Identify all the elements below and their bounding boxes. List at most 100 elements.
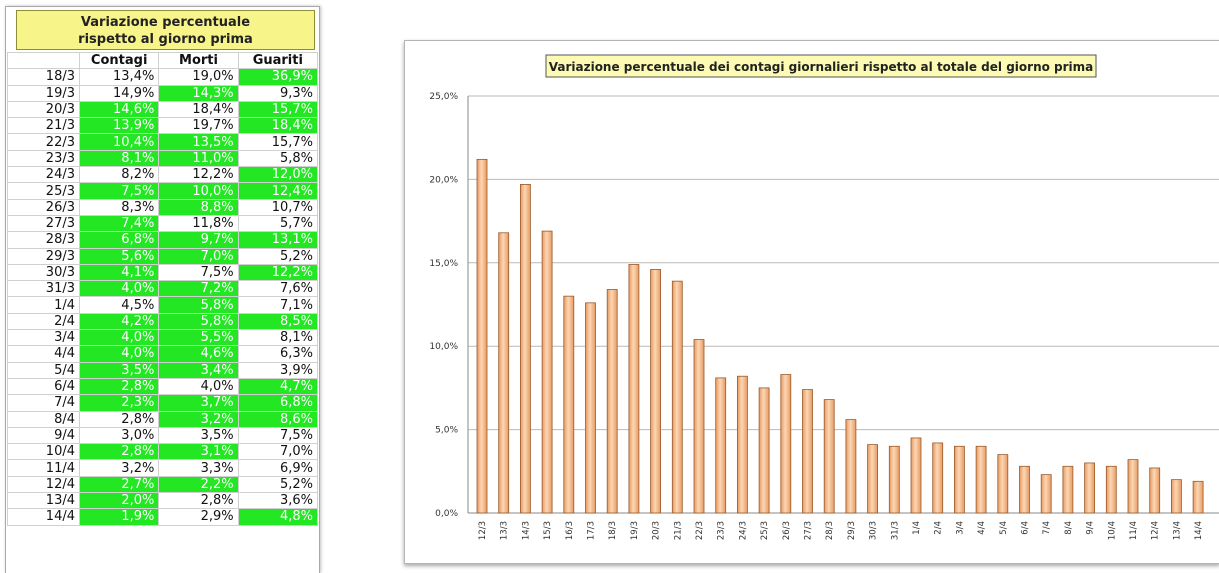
bar	[910, 437, 922, 514]
bar	[867, 444, 879, 514]
table-row: 18/3 13,4% 19,0% 36,9%	[7, 68, 319, 86]
row-date: 25/3	[7, 182, 80, 200]
row-date: 10/4	[7, 443, 80, 461]
cell-guariti: 13,1%	[237, 231, 319, 249]
cell-contagi: 2,8%	[78, 377, 160, 396]
cell-guariti: 8,1%	[237, 329, 319, 347]
x-tick-label: 14/3	[521, 521, 531, 540]
bar	[1192, 480, 1204, 514]
cell-morti: 7,0%	[158, 247, 239, 265]
cell-guariti: 5,7%	[237, 214, 319, 233]
cell-morti: 11,0%	[158, 149, 239, 168]
table-row: 24/3 8,2% 12,2% 12,0%	[7, 166, 319, 184]
cell-morti: 5,5%	[158, 329, 239, 347]
x-tick-label: 13/4	[1172, 521, 1182, 540]
x-tick-label: 23/3	[717, 521, 727, 540]
cell-guariti: 3,9%	[237, 361, 319, 379]
header-date	[7, 51, 80, 70]
row-date: 31/3	[7, 280, 80, 298]
chart-title-box	[545, 54, 1097, 78]
x-tick-label: 24/3	[738, 521, 748, 540]
table-title: Variazione percentuale rispetto al giorn…	[16, 10, 315, 50]
bar	[758, 387, 770, 514]
cell-contagi: 14,9%	[78, 84, 160, 102]
bar	[1062, 465, 1074, 514]
cell-morti: 2,8%	[158, 492, 239, 510]
y-tick-label: 25,0%	[429, 92, 458, 102]
table-row: 26/3 8,3% 8,8% 10,7%	[7, 198, 319, 216]
row-date: 4/4	[7, 345, 80, 363]
cell-guariti: 6,9%	[237, 459, 319, 477]
cell-morti: 3,1%	[158, 443, 239, 461]
row-date: 3/4	[7, 329, 80, 347]
table-row: 13/4 2,0% 2,8% 3,6%	[7, 492, 319, 510]
table-row: 27/3 7,4% 11,8% 5,7%	[7, 214, 319, 233]
row-date: 6/4	[7, 377, 80, 396]
cell-guariti: 6,8%	[237, 394, 319, 412]
x-tick-label: 4/4	[977, 521, 987, 535]
x-tick-label: 13/3	[500, 521, 510, 540]
table-row: 10/4 2,8% 3,1% 7,0%	[7, 443, 319, 461]
row-date: 28/3	[7, 231, 80, 249]
cell-morti: 9,7%	[158, 231, 239, 249]
cell-guariti: 12,2%	[237, 263, 319, 282]
table-row: 28/3 6,8% 9,7% 13,1%	[7, 231, 319, 249]
bar	[1084, 462, 1095, 514]
table-row: 5/4 3,5% 3,4% 3,9%	[7, 361, 319, 379]
cell-guariti: 18,4%	[237, 117, 319, 135]
x-tick-label: 27/3	[804, 521, 814, 540]
table-row: 20/3 14,6% 18,4% 15,7%	[7, 100, 319, 119]
y-tick-label: 20,0%	[429, 175, 458, 185]
cell-contagi: 2,7%	[78, 475, 160, 494]
bar	[585, 302, 596, 514]
cell-contagi: 4,2%	[78, 312, 160, 331]
cell-contagi: 4,0%	[78, 280, 160, 298]
row-date: 24/3	[7, 166, 80, 184]
x-tick-label: 5/4	[999, 521, 1009, 535]
cell-contagi: 2,3%	[78, 394, 160, 412]
bar	[628, 264, 640, 514]
cell-contagi: 6,8%	[78, 231, 160, 249]
row-date: 26/3	[7, 198, 80, 216]
bar	[954, 445, 965, 514]
x-tick-label: 6/4	[1021, 521, 1031, 535]
row-date: 30/3	[7, 263, 80, 282]
cell-morti: 3,3%	[158, 459, 239, 477]
cell-guariti: 12,4%	[237, 182, 319, 200]
cell-contagi: 8,3%	[78, 198, 160, 216]
y-tick-label: 5,0%	[435, 426, 458, 436]
table-row: 3/4 4,0% 5,5% 8,1%	[7, 329, 319, 347]
table-row: 31/3 4,0% 7,2% 7,6%	[7, 280, 319, 298]
cell-contagi: 10,4%	[78, 133, 160, 151]
cell-guariti: 7,1%	[237, 296, 319, 314]
table-row: 4/4 4,0% 4,6% 6,3%	[7, 345, 319, 363]
x-tick-label: 29/3	[847, 521, 857, 540]
chart-title: Variazione percentuale dei contagi giorn…	[549, 60, 1094, 74]
percent-change-table: Contagi Morti Guariti 18/3 13,4% 19,0% 36,9…	[7, 51, 319, 526]
cell-guariti: 3,6%	[237, 492, 319, 510]
cell-contagi: 3,2%	[78, 459, 160, 477]
table-title-line-1: Variazione percentuale	[80, 15, 251, 30]
cell-guariti: 36,9%	[237, 68, 319, 86]
cell-guariti: 7,6%	[237, 280, 319, 298]
table-row: 6/4 2,8% 4,0% 4,7%	[7, 377, 319, 396]
cell-contagi: 5,6%	[78, 247, 160, 265]
bar	[802, 389, 813, 514]
x-tick-label: 9/4	[1086, 521, 1096, 535]
row-date: 9/4	[7, 426, 80, 445]
cell-morti: 3,4%	[158, 361, 239, 379]
table-row: 11/4 3,2% 3,3% 6,9%	[7, 459, 319, 477]
bar	[845, 419, 857, 514]
cell-contagi: 2,0%	[78, 492, 160, 510]
spreadsheet-panel: Variazione percentuale rispetto al giorn…	[5, 6, 320, 573]
table-row: 14/4 1,9% 2,9% 4,8%	[7, 508, 319, 526]
cell-contagi: 4,1%	[78, 263, 160, 282]
cell-morti: 3,2%	[158, 410, 239, 428]
cell-contagi: 2,8%	[78, 443, 160, 461]
row-date: 20/3	[7, 100, 80, 119]
table-header-row: Contagi Morti Guariti	[7, 51, 319, 70]
x-tick-labels: 12/3 13/3 14/3 15/3 16/3 17/3 18/3 19/3 20/3 21/3…	[478, 521, 1204, 540]
row-date: 23/3	[7, 149, 80, 168]
cell-guariti: 15,7%	[237, 133, 319, 151]
row-date: 8/4	[7, 410, 80, 428]
